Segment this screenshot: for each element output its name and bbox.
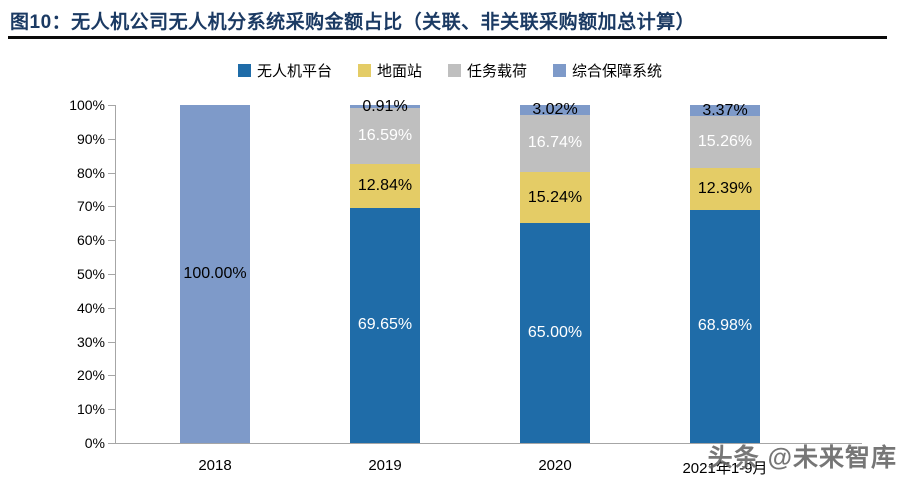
y-axis-tick — [108, 206, 115, 208]
y-axis-tick — [108, 138, 115, 140]
y-axis-label: 10% — [76, 401, 105, 418]
bar-segment — [690, 105, 760, 117]
y-axis-label: 100% — [69, 97, 105, 113]
bar-segment-label: 68.98% — [697, 317, 753, 335]
legend-label: 任务载荷 — [467, 62, 528, 80]
bar-segment — [520, 105, 590, 116]
y-axis-tick — [108, 307, 115, 309]
y-axis-tick — [108, 341, 115, 343]
bar-segment-label: 15.26% — [697, 133, 753, 151]
bar-segment — [350, 108, 420, 165]
y-axis-tick — [108, 240, 115, 242]
bar-segment — [350, 207, 420, 443]
bar-segment-label: 12.84% — [357, 176, 413, 194]
bar-segment — [690, 209, 760, 443]
y-axis-tick — [108, 172, 115, 174]
legend-label: 无人机平台 — [256, 62, 332, 80]
bar-segment — [690, 116, 760, 168]
bar-segment — [520, 171, 590, 224]
bar-segment — [350, 105, 420, 109]
bar-segment-label: 15.24% — [527, 188, 583, 206]
legend-swatch-icon — [357, 63, 371, 77]
y-axis-label: 80% — [76, 164, 105, 181]
legend-label: 综合保障系统 — [572, 62, 663, 80]
x-axis-label: 2019 — [368, 457, 402, 474]
bar-segment-label: 3.37% — [702, 101, 748, 119]
y-axis-label: 40% — [76, 299, 105, 316]
bar-segment — [350, 164, 420, 208]
bar-segment — [520, 223, 590, 443]
chart-legend: 无人机平台 地面站 任务载荷 综合保障系统 — [0, 60, 900, 80]
y-axis-tick — [108, 375, 115, 377]
bar-segment-label: 12.39% — [697, 179, 753, 197]
y-axis-label: 30% — [76, 333, 105, 350]
legend-item: 综合保障系统 — [553, 60, 662, 81]
y-axis-label: 70% — [76, 198, 105, 215]
bar-segment-label: 100.00% — [183, 265, 247, 282]
bar-segment-label: 0.91% — [362, 97, 408, 115]
x-axis-label: 2018 — [198, 457, 232, 474]
bar-segment — [690, 167, 760, 210]
legend-item: 地面站 — [357, 60, 422, 81]
y-axis-label: 20% — [76, 367, 105, 384]
bar-segment-label: 69.65% — [357, 316, 413, 334]
y-axis-label: 50% — [76, 266, 105, 282]
legend-label: 地面站 — [376, 62, 422, 80]
x-axis-label: 2020 — [538, 457, 572, 474]
bar-segment-label: 16.59% — [357, 127, 413, 145]
bar-segment-label: 16.74% — [527, 134, 583, 152]
y-axis-line — [115, 105, 116, 444]
x-axis-label: 2021年1-9月 — [682, 460, 768, 477]
figure-title: 图10：无人机公司无人机分系统采购金额占比（关联、非关联采购额加总计算） — [10, 12, 696, 33]
title-divider — [8, 36, 887, 39]
legend-item: 任务载荷 — [448, 60, 527, 81]
legend-swatch-icon — [237, 63, 251, 77]
x-axis-line — [108, 443, 862, 444]
y-axis-label: 60% — [76, 232, 105, 249]
bar-segment — [180, 105, 250, 443]
y-axis-label: 0% — [84, 435, 105, 451]
legend-swatch-icon — [448, 63, 461, 77]
y-axis-tick — [108, 274, 115, 275]
y-axis-label: 90% — [76, 130, 105, 147]
y-axis-tick — [108, 409, 115, 411]
y-axis-tick — [108, 105, 115, 106]
y-axis-tick — [108, 443, 115, 444]
bar-segment-label: 65.00% — [527, 324, 583, 342]
bar-segment-label: 3.02% — [532, 101, 578, 119]
legend-item: 无人机平台 — [237, 60, 332, 81]
watermark: 头条 @未来智库 — [707, 444, 897, 472]
bar-segment — [520, 115, 590, 172]
legend-swatch-icon — [553, 63, 567, 77]
